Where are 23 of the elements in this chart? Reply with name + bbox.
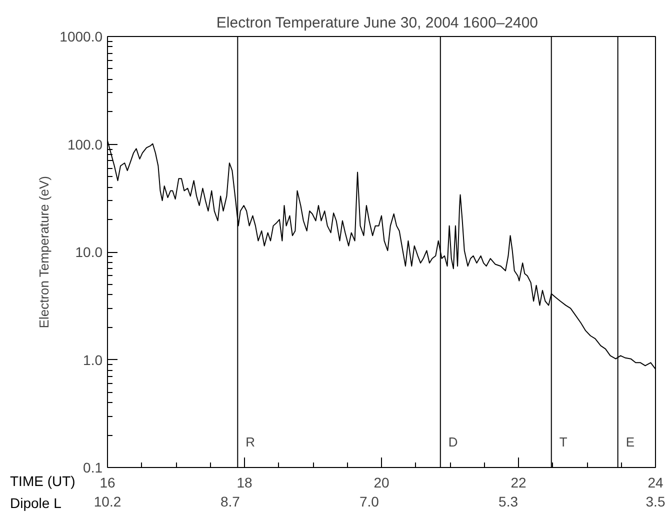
x-tick-label: 18 <box>236 474 252 490</box>
x2-tick-label: 10.2 <box>94 494 122 510</box>
x2-tick-label: 3.5 <box>646 494 666 510</box>
y-tick-label: 1.0 <box>83 352 103 368</box>
ref-line-label: D <box>448 434 458 450</box>
y-axis-title: Electron Temperature (eV) <box>36 176 52 328</box>
x2-tick-label: 7.0 <box>360 494 380 510</box>
y-tick-label: 100.0 <box>67 136 103 152</box>
x-tick-label: 24 <box>648 474 664 490</box>
x-tick-label: 22 <box>510 474 526 490</box>
y-tick-label: 10.0 <box>75 244 103 260</box>
x-tick-label: 16 <box>100 474 116 490</box>
x-tick-label: 20 <box>374 474 390 490</box>
ref-line-label: E <box>626 434 635 450</box>
ref-line-label: T <box>559 434 568 450</box>
y-tick-label: 1000.0 <box>60 28 103 44</box>
ref-line-label: R <box>246 434 256 450</box>
x2-tick-label: 5.3 <box>498 494 518 510</box>
axis-row-label: Dipole L <box>10 495 62 511</box>
y-tick-label: 0.1 <box>83 460 103 476</box>
axis-row-label: TIME (UT) <box>10 473 76 489</box>
chart-title: Electron Temperature June 30, 2004 1600–2400 <box>216 14 538 32</box>
x2-tick-label: 8.7 <box>220 494 240 510</box>
